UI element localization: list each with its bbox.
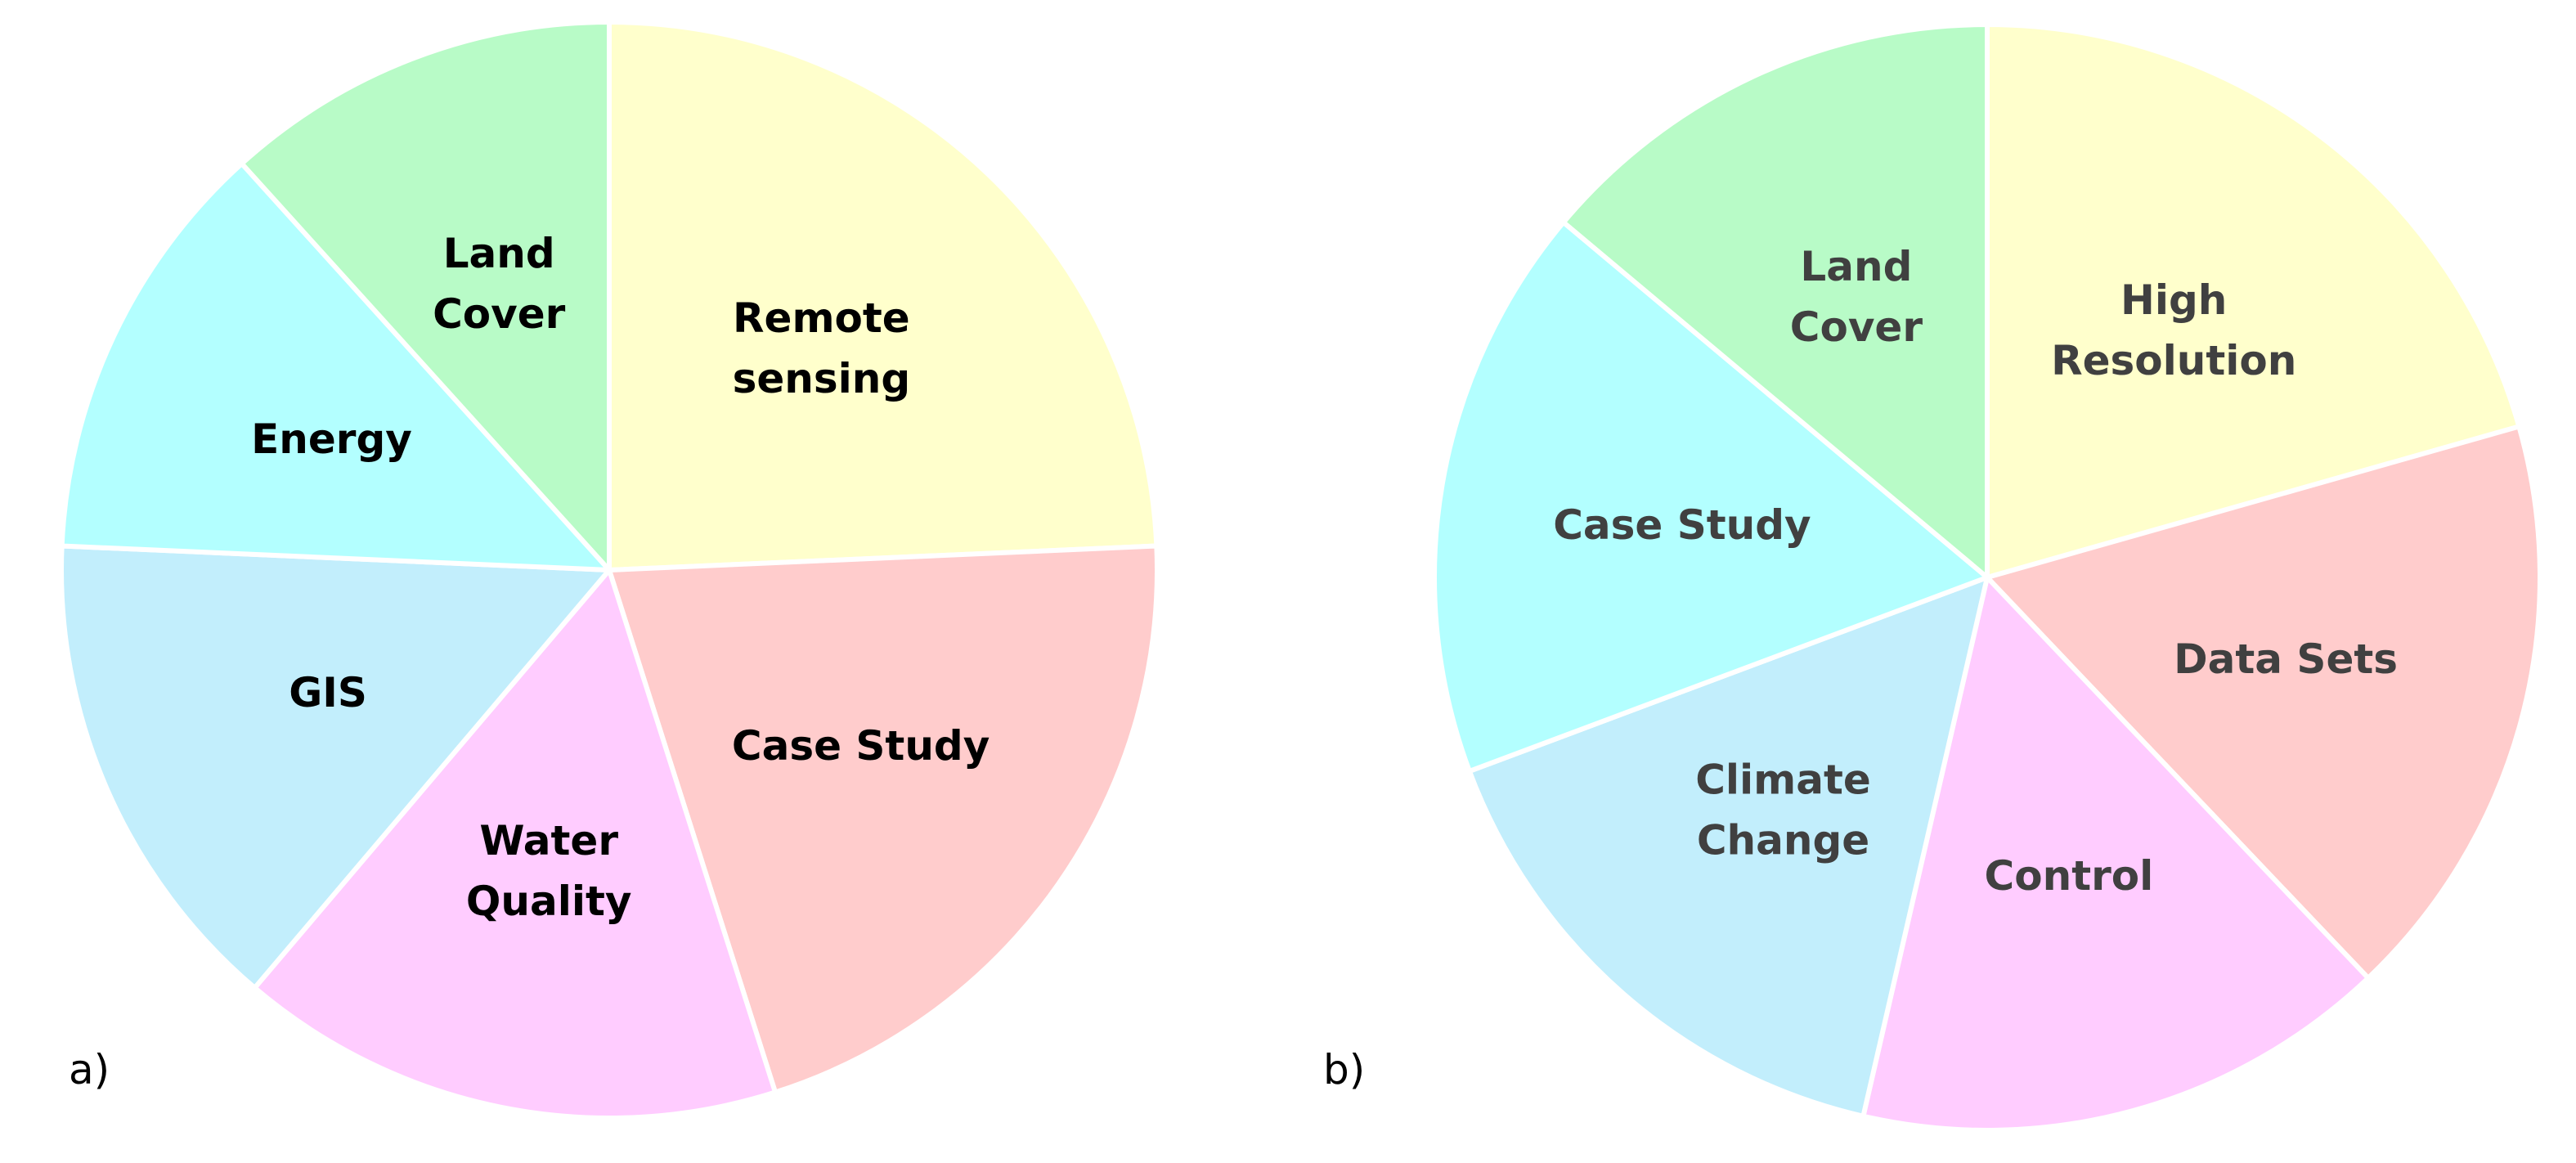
pie-slice-land-cover xyxy=(1560,22,1990,580)
pie-slice-climate-change xyxy=(1466,575,1990,1119)
slice-label-line: High xyxy=(2120,276,2227,324)
pie-slice-case-study xyxy=(1432,219,1990,774)
slice-label-high-resolution: High Resolution xyxy=(2051,276,2296,384)
slice-label-case-study: Case Study xyxy=(732,722,990,770)
pie-slice-remote-sensing xyxy=(607,20,1160,573)
panel-label-a: a) xyxy=(69,1046,110,1093)
pie-chart-a: Remote sensing Case Study Water Quality GIS En… xyxy=(59,20,1160,1120)
slice-label-gis: GIS xyxy=(289,669,367,716)
slice-label-remote-sensing: Remote sensing xyxy=(733,294,911,402)
pie-slice-control xyxy=(1860,575,2371,1133)
slice-label-line: Water xyxy=(479,817,618,864)
slice-label-line: Cover xyxy=(1790,303,1923,351)
slice-label-line: Climate xyxy=(1695,757,1871,804)
slice-label-energy: Energy xyxy=(251,415,412,463)
pie-slice-gis xyxy=(59,543,612,990)
slice-label-line: Change xyxy=(1697,817,1869,864)
pie-slice-data-sets xyxy=(1985,424,2542,981)
slice-label-line: sensing xyxy=(733,355,911,402)
pie-slice-energy xyxy=(59,161,612,573)
slice-label-land-cover: Land Cover xyxy=(433,230,566,338)
pie-slice-water-quality xyxy=(252,568,779,1120)
slice-label-water-quality: Water Quality xyxy=(466,817,632,925)
slice-label-line: Resolution xyxy=(2051,337,2296,384)
slice-label-line: GIS xyxy=(289,669,367,716)
slice-label-line: Control xyxy=(1985,852,2154,900)
slice-label-line: Land xyxy=(1800,243,1912,290)
slice-label-line: Remote xyxy=(733,294,910,342)
slice-label-line: Quality xyxy=(466,878,632,925)
slice-label-line: Land xyxy=(443,230,555,277)
slice-label-line: Data Sets xyxy=(2174,635,2398,683)
pie-chart-b: High Resolution Data Sets Control Climate Cha… xyxy=(1432,22,2542,1133)
pie-slice-high-resolution xyxy=(1985,22,2522,580)
slice-label-line: Cover xyxy=(433,290,566,338)
slice-label-line: Case Study xyxy=(1553,501,1811,549)
slice-label-climate-change: Climate Change xyxy=(1695,757,1871,864)
slice-label-line: Energy xyxy=(251,415,412,463)
pie-slice-case-study xyxy=(607,543,1160,1095)
slice-label-data-sets: Data Sets xyxy=(2174,635,2398,683)
slice-label-land-cover: Land Cover xyxy=(1790,243,1923,351)
slice-label-control: Control xyxy=(1985,852,2154,900)
slice-label-line: Case Study xyxy=(732,722,990,770)
pie-slice-land-cover xyxy=(239,20,612,573)
slice-label-case-study: Case Study xyxy=(1553,501,1811,549)
panel-label-b: b) xyxy=(1323,1046,1365,1093)
